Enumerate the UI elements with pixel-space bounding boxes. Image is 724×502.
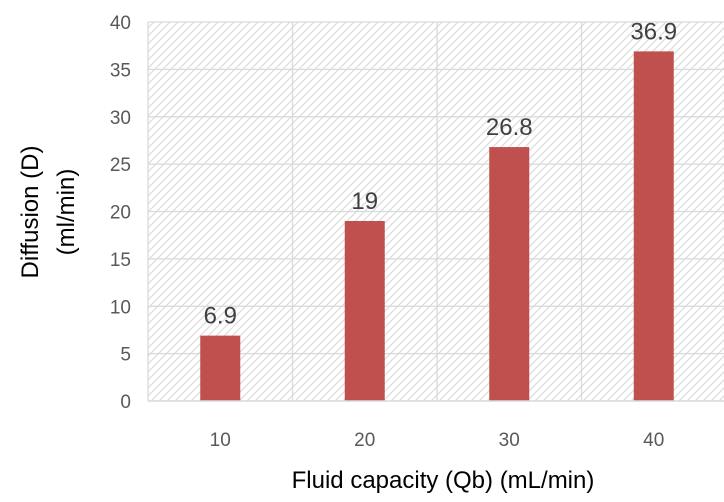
y-tick-label: 30	[110, 108, 131, 129]
bar	[344, 220, 385, 401]
data-label: 26.8	[486, 114, 533, 141]
bar	[489, 147, 530, 401]
x-axis-title: Fluid capacity (Qb) (mL/min)	[292, 467, 595, 494]
y-axis-title: Diffusion (D) (ml/min)	[17, 146, 80, 279]
y-tick-label: 10	[110, 297, 131, 318]
data-label: 6.9	[204, 303, 237, 330]
y-tick-label: 25	[110, 155, 131, 176]
x-axis-ticks: 10 20 30 40	[210, 430, 665, 451]
y-axis-ticks: 0 5 10 15 20 25 30 35 40	[110, 13, 131, 413]
x-tick-label: 20	[354, 430, 375, 451]
x-tick-label: 40	[643, 430, 664, 451]
y-tick-label: 5	[120, 345, 131, 366]
y-tick-label: 15	[110, 250, 131, 271]
data-label: 19	[351, 188, 378, 215]
data-labels: 6.9 19 26.8 36.9	[204, 18, 678, 329]
y-tick-label: 40	[110, 13, 131, 34]
bars	[200, 51, 674, 402]
bar	[633, 51, 674, 402]
y-axis-title-line: Diffusion (D)	[17, 146, 44, 279]
bar	[200, 335, 241, 401]
y-tick-label: 20	[110, 203, 131, 224]
y-tick-label: 0	[120, 392, 131, 413]
x-tick-label: 30	[499, 430, 520, 451]
y-tick-label: 35	[110, 60, 131, 81]
y-axis-title-line: (ml/min)	[53, 169, 80, 256]
gridlines	[147, 21, 724, 401]
x-tick-label: 10	[210, 430, 231, 451]
data-label: 36.9	[630, 18, 677, 45]
